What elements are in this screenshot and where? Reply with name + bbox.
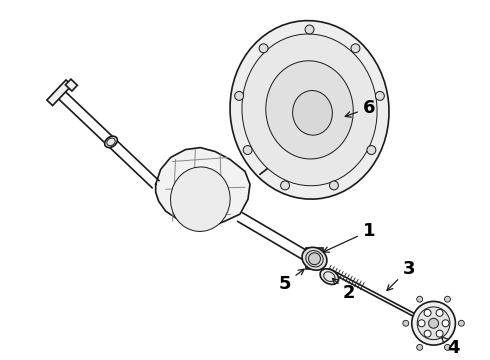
Circle shape <box>412 301 455 345</box>
Ellipse shape <box>242 34 377 186</box>
Circle shape <box>329 181 339 190</box>
Circle shape <box>424 330 431 337</box>
Text: 3: 3 <box>387 260 415 291</box>
Text: 1: 1 <box>323 222 375 252</box>
Circle shape <box>235 91 244 100</box>
Polygon shape <box>156 148 250 227</box>
Ellipse shape <box>105 136 118 148</box>
Ellipse shape <box>306 251 323 267</box>
Circle shape <box>309 253 320 265</box>
Polygon shape <box>306 248 323 270</box>
Circle shape <box>416 345 423 350</box>
Circle shape <box>403 320 409 326</box>
Circle shape <box>444 345 450 350</box>
Circle shape <box>305 25 314 34</box>
Circle shape <box>375 91 384 100</box>
Polygon shape <box>65 79 77 91</box>
Ellipse shape <box>171 167 230 231</box>
Circle shape <box>281 181 290 190</box>
Ellipse shape <box>230 21 389 199</box>
Circle shape <box>444 296 450 302</box>
Polygon shape <box>47 80 72 105</box>
Text: 2: 2 <box>333 278 355 302</box>
Ellipse shape <box>266 61 353 159</box>
Ellipse shape <box>302 247 327 270</box>
Circle shape <box>429 318 439 328</box>
Circle shape <box>458 320 465 326</box>
Text: 6: 6 <box>345 99 375 117</box>
Ellipse shape <box>320 269 339 284</box>
Circle shape <box>243 145 252 154</box>
Circle shape <box>442 320 449 327</box>
Text: 4: 4 <box>441 337 460 357</box>
Text: 5: 5 <box>278 269 304 293</box>
Circle shape <box>417 307 450 339</box>
Circle shape <box>436 309 443 316</box>
Circle shape <box>436 330 443 337</box>
Circle shape <box>418 320 425 327</box>
Circle shape <box>416 296 423 302</box>
Circle shape <box>351 44 360 53</box>
Circle shape <box>424 309 431 316</box>
Circle shape <box>367 145 376 154</box>
Ellipse shape <box>293 90 332 135</box>
Circle shape <box>259 44 268 53</box>
